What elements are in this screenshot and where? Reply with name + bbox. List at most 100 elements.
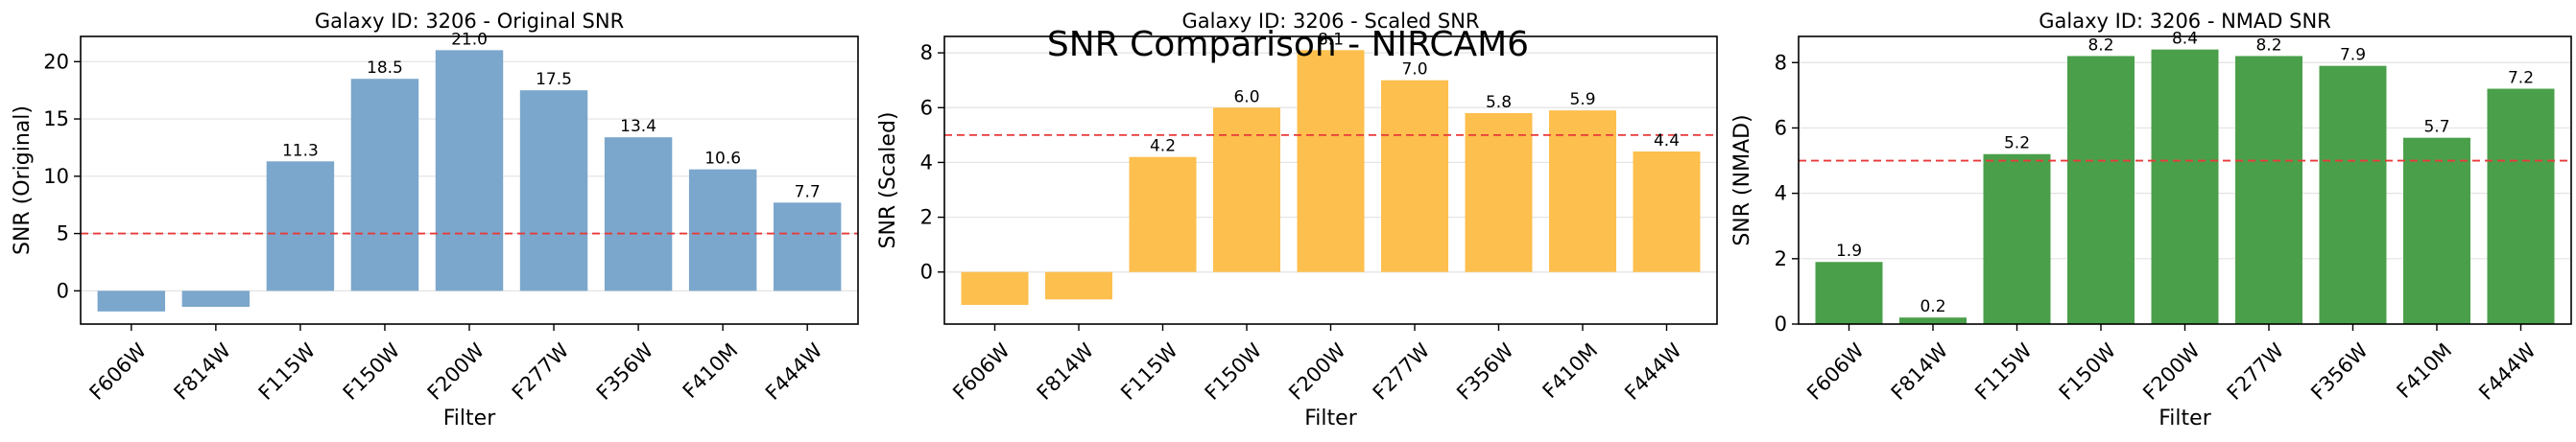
y-tick-label: 0 — [920, 261, 933, 284]
y-tick-label: 10 — [43, 165, 69, 188]
data-label-f277w: 17.5 — [536, 70, 572, 89]
chart-panel-1: 11.3 18.5 21.0 17.5 13.4 10.6 7.7 0 5 10 15 20 F606W… — [11, 10, 859, 430]
data-label-f115w: 5.2 — [2004, 134, 2030, 153]
x-tick-label-f606w: F606W — [948, 338, 1014, 405]
y-tick-label: 4 — [920, 151, 933, 174]
bar-f115w — [1129, 156, 1197, 272]
x-tick-label-f444w: F444W — [1620, 338, 1686, 405]
data-label-f200w: 21.0 — [451, 30, 488, 49]
x-tick-label-f356w: F356W — [592, 338, 658, 405]
data-label-f200w: 8.1 — [1318, 30, 1344, 49]
x-tick-label-f115w: F115W — [1116, 338, 1182, 405]
x-tick-label-f150w: F150W — [2055, 338, 2121, 405]
data-label-f814w: 0.2 — [1920, 297, 1945, 316]
y-tick-label: 2 — [1775, 247, 1787, 270]
x-tick-label-f606w: F606W — [85, 338, 152, 405]
bar-f606w — [1815, 262, 1883, 324]
data-label-f277w: 7.0 — [1401, 60, 1427, 80]
x-tick-label-f444w: F444W — [761, 338, 827, 405]
x-tick-label-f356w: F356W — [2306, 338, 2373, 405]
x-tick-label-f200w: F200W — [2138, 338, 2205, 405]
bar-f150w — [1213, 107, 1280, 272]
y-tick-label: 0 — [57, 279, 69, 302]
bar-f356w — [1465, 113, 1533, 272]
bar-f410m — [1549, 110, 1616, 272]
bar-f814w — [1899, 317, 1967, 324]
y-axis-label: SNR (Scaled) — [876, 111, 900, 248]
data-label-f150w: 6.0 — [1233, 87, 1259, 106]
y-tick-label: 6 — [1775, 116, 1787, 139]
bar-f814w — [181, 291, 250, 308]
data-label-f356w: 13.4 — [620, 117, 656, 136]
chart-panel-3: 1.9 0.2 5.2 8.2 8.4 8.2 7.9 5.7 7.2 0 2 4 6 8 F606W F81… — [1730, 10, 2572, 430]
data-label-f444w: 4.4 — [1654, 131, 1680, 151]
bar-f200w — [2151, 49, 2219, 325]
x-tick-label-f277w: F277W — [2223, 338, 2289, 405]
data-label-f277w: 8.2 — [2255, 35, 2281, 55]
x-tick-label-f200w: F200W — [423, 338, 489, 405]
bar-f410m — [688, 169, 757, 291]
data-label-f150w: 18.5 — [367, 58, 403, 78]
x-tick-label-f814w: F814W — [170, 338, 236, 405]
bar-f356w — [604, 137, 673, 291]
panel-title: Galaxy ID: 3206 - Original SNR — [315, 10, 624, 33]
x-tick-label-f200w: F200W — [1284, 338, 1350, 405]
bar-f150w — [2067, 56, 2135, 325]
x-axis-label: Filter — [1304, 407, 1357, 430]
bar-f444w — [1633, 151, 1701, 272]
x-axis-label: Filter — [443, 407, 496, 430]
data-label-f410m: 5.9 — [1569, 90, 1595, 109]
bar-f200w — [1297, 50, 1365, 272]
y-axis-label: SNR (NMAD) — [1730, 114, 1754, 245]
y-tick-label: 8 — [920, 41, 933, 64]
y-axis-label: SNR (Original) — [11, 105, 35, 255]
bar-f606w — [961, 271, 1029, 305]
bar-f444w — [773, 202, 842, 291]
bar-f277w — [519, 90, 588, 291]
y-tick-label: 20 — [43, 50, 69, 73]
y-tick-label: 5 — [57, 222, 69, 245]
data-label-f410m: 5.7 — [2423, 118, 2449, 137]
data-label-f444w: 7.7 — [795, 182, 821, 201]
data-label-f200w: 8.4 — [2172, 30, 2198, 49]
y-tick-label: 4 — [1775, 182, 1787, 205]
bar-f410m — [2403, 137, 2470, 324]
data-label-f150w: 8.2 — [2087, 35, 2113, 55]
x-tick-label-f444w: F444W — [2474, 338, 2540, 405]
data-label-f115w: 4.2 — [1150, 137, 1176, 156]
bar-f356w — [2319, 65, 2387, 324]
bar-f115w — [1983, 153, 2051, 324]
panel-title: Galaxy ID: 3206 - Scaled SNR — [1182, 10, 1480, 33]
bar-f200w — [435, 50, 504, 291]
bar-f814w — [1045, 271, 1112, 300]
x-tick-label-f814w: F814W — [1887, 338, 1953, 405]
data-label-f606w: 1.9 — [1836, 242, 1862, 261]
x-axis-label: Filter — [2159, 407, 2211, 430]
data-label-f410m: 10.6 — [704, 150, 741, 169]
x-tick-label-f150w: F150W — [1201, 338, 1267, 405]
x-tick-label-f606w: F606W — [1802, 338, 1869, 405]
bar-f606w — [97, 291, 166, 312]
x-tick-label-f277w: F277W — [508, 338, 574, 405]
bar-f444w — [2487, 88, 2555, 324]
chart-panel-2: 4.2 6.0 8.1 7.0 5.8 5.9 4.4 0 2 4 6 8 F606W F814W F115… — [876, 10, 1718, 430]
bar-f277w — [2235, 56, 2302, 325]
y-tick-label: 6 — [920, 96, 933, 119]
x-tick-label-f410m: F410M — [2393, 338, 2457, 403]
y-tick-label: 15 — [43, 107, 69, 130]
x-tick-label-f814w: F814W — [1033, 338, 1099, 405]
x-tick-label-f115w: F115W — [254, 338, 321, 405]
x-tick-label-f410m: F410M — [1538, 338, 1603, 403]
x-tick-label-f150w: F150W — [339, 338, 405, 405]
data-label-f356w: 7.9 — [2340, 46, 2366, 65]
y-tick-label: 8 — [1775, 51, 1787, 74]
x-tick-label-f410m: F410M — [679, 338, 743, 403]
figure-suptitle: SNR Comparison - NIRCAM6 — [1047, 25, 1529, 64]
y-tick-label: 2 — [920, 206, 933, 229]
data-label-f356w: 5.8 — [1486, 93, 1512, 112]
y-tick-label: 0 — [1775, 313, 1787, 336]
x-tick-label-f356w: F356W — [1452, 338, 1518, 405]
x-tick-label-f277w: F277W — [1369, 338, 1435, 405]
panel-title: Galaxy ID: 3206 - NMAD SNR — [2039, 10, 2331, 33]
